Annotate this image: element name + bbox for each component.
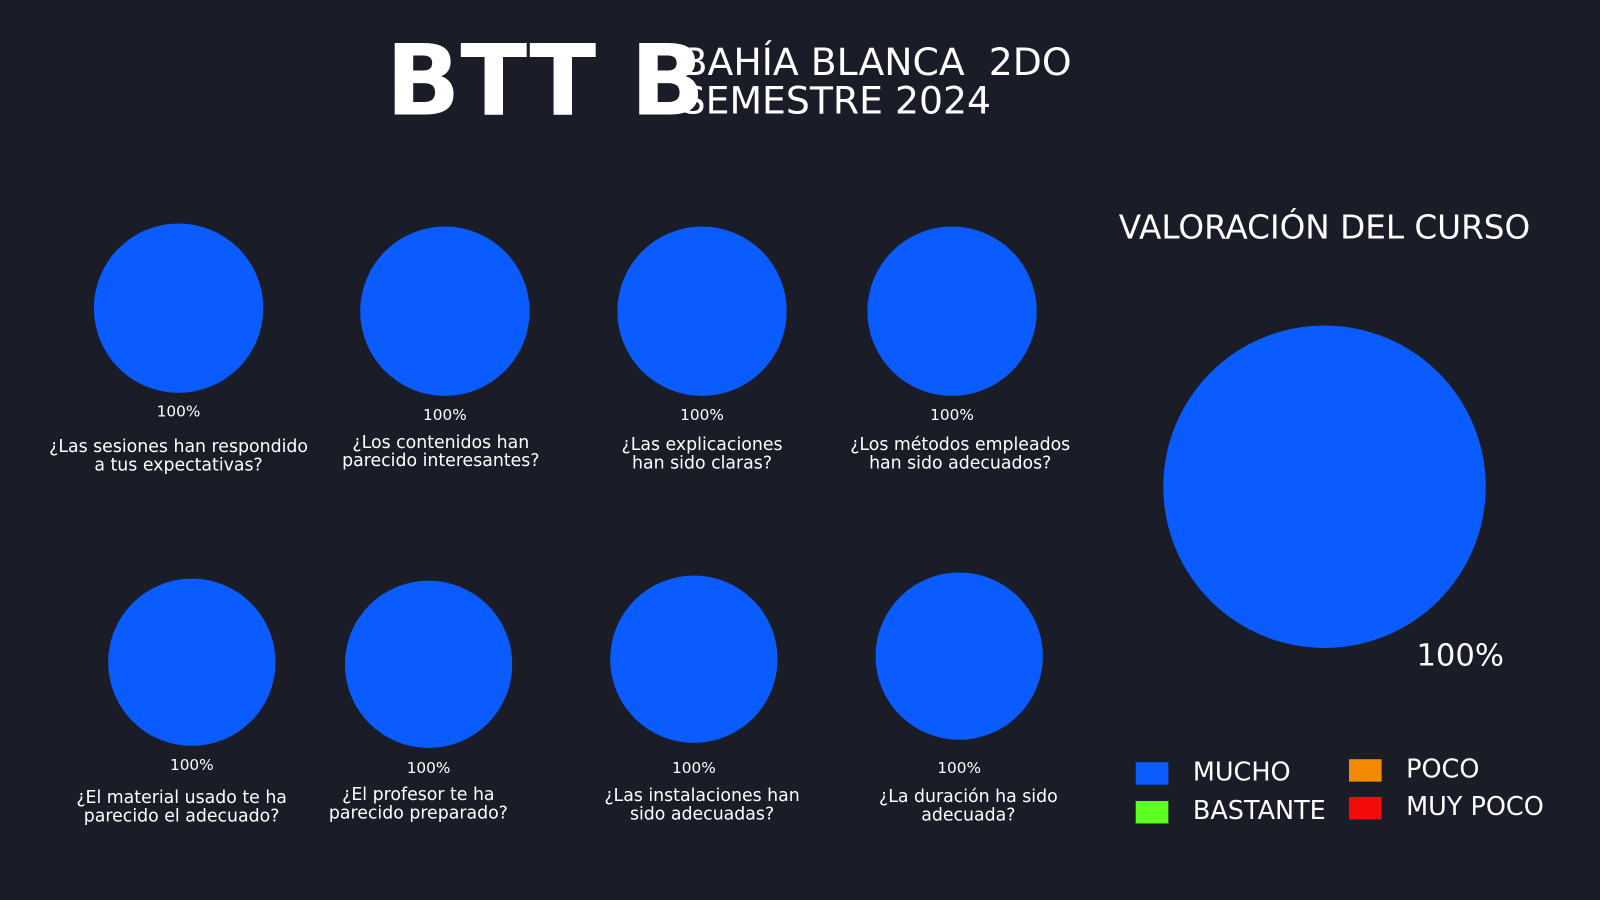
- pie-title: ¿El material usado te ha: [76, 788, 287, 808]
- value-label: 100%: [157, 403, 201, 421]
- legend-swatch: [1135, 762, 1169, 785]
- pie-title: ¿El profesor te ha: [342, 785, 494, 805]
- value-label: 100%: [170, 756, 214, 774]
- pie-slice: [610, 575, 778, 743]
- pie-title: adecuada?: [921, 805, 1015, 825]
- value-label: 100%: [930, 406, 974, 424]
- pie-title: ¿Las instalaciones han: [604, 786, 799, 806]
- legend-swatch: [1135, 801, 1169, 824]
- header-subtitle: BAHÍA BLANCA 2DO: [682, 40, 1072, 84]
- pie-slice: [867, 226, 1037, 396]
- pie-slice: [360, 226, 530, 396]
- value-label: 100%: [672, 759, 716, 777]
- pie-title: VALORACIÓN DEL CURSO: [1119, 208, 1530, 247]
- pie-title: ¿Las sesiones han respondido: [49, 437, 308, 457]
- pie-title: han sido claras?: [632, 453, 772, 473]
- value-label: 100%: [1416, 639, 1504, 674]
- pie-title: ¿Los contenidos han: [352, 433, 529, 453]
- legend-label: MUY POCO: [1406, 792, 1544, 822]
- header-subtitle: SEMESTRE 2024: [682, 79, 991, 123]
- pie-slice: [93, 223, 264, 393]
- legend-label: POCO: [1406, 754, 1479, 784]
- pie-title: ¿La duración ha sido: [879, 787, 1058, 807]
- value-label: 100%: [407, 759, 451, 777]
- pie-title: sido adecuadas?: [630, 804, 774, 824]
- legend-label: MUCHO: [1193, 757, 1291, 787]
- pie-title: ¿Las explicaciones: [622, 435, 783, 455]
- pie-title: han sido adecuados?: [869, 453, 1051, 473]
- pie-title: parecido interesantes?: [342, 451, 539, 471]
- pie-title: ¿Los métodos empleados: [850, 435, 1070, 455]
- pie-slice: [1163, 325, 1486, 648]
- pie-slice: [344, 580, 513, 748]
- header-title: BTT B: [386, 25, 705, 139]
- pie-title: a tus expectativas?: [94, 455, 262, 475]
- pie-slice: [108, 578, 276, 746]
- legend-swatch: [1348, 759, 1382, 782]
- pie-slice: [617, 226, 787, 396]
- legend-label: BASTANTE: [1193, 796, 1326, 826]
- pie-slice: [875, 572, 1043, 740]
- value-label: 100%: [423, 406, 467, 424]
- pie-title: parecido el adecuado?: [84, 806, 280, 826]
- value-label: 100%: [680, 406, 724, 424]
- legend-swatch: [1348, 796, 1382, 820]
- value-label: 100%: [937, 759, 981, 777]
- pie-title: parecido preparado?: [329, 803, 508, 823]
